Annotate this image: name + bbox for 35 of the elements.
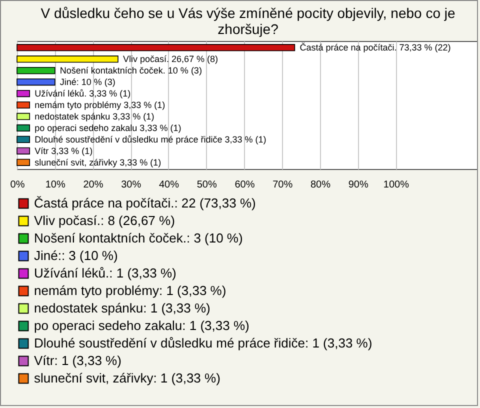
x-tick-label: 90% [348, 180, 368, 190]
data-label: Jiné: 10 % (3) [60, 77, 116, 88]
legend-label: Dlouhé soustředění v důsledku mé práce řidiče: 1 (3,33 %) [34, 336, 372, 350]
legend-label: Nošení kontaktních čoček.: 3 (10 %) [34, 230, 243, 246]
legend-label: nemám tyto problémy: 1 (3,33 %) [34, 283, 226, 298]
legend-label: Vliv počasí.: 8 (26,67 %) [34, 213, 175, 228]
data-label: Vítr 3,33 % (1) [34, 146, 93, 156]
data-label: Nošení kontaktních čoček. 10 % (3) [60, 66, 202, 76]
legend-label: Častá práce na počítači.: 22 (73,33 %) [34, 196, 256, 210]
x-tick-label: 30% [121, 180, 142, 190]
legend-label: Užívání léků.: 1 (3,33 %) [34, 266, 176, 280]
legend-label: Vítr: 1 (3,33 %) [34, 353, 122, 368]
x-tick-label: 40% [158, 180, 180, 190]
x-tick-label: 60% [234, 180, 255, 190]
legend-label: Jiné:: 3 (10 %) [34, 248, 118, 263]
text: V důsledku čeho se u Vás výše zmíněné pocity objevily, nebo co je [40, 5, 456, 21]
legend-label: po operaci sedeho zakalu: 1 (3,33 %) [34, 318, 250, 333]
x-tick-label: 10% [45, 180, 66, 190]
text: zhoršuje? [218, 21, 278, 37]
x-tick-label: 20% [83, 180, 104, 190]
x-tick-label: 80% [310, 180, 331, 190]
data-label: po operaci sedeho zakalu 3,33 % (1) [34, 122, 182, 133]
data-label: nemám tyto problémy 3,33 % (1) [34, 100, 166, 110]
legend-label: nedostatek spánku: 1 (3,33 %) [34, 300, 210, 316]
data-label: sluneční svit, zářivky 3,33 % (1) [34, 157, 162, 168]
x-tick-label: 50% [196, 180, 217, 190]
x-tick-label: 100% [383, 180, 410, 190]
x-tick-label: 0% [10, 180, 25, 190]
data-label: Užívání léků. 3,33 % (1) [34, 88, 131, 99]
legend-label: sluneční svit, zářivky: 1 (3,33 %) [34, 370, 220, 386]
data-label: nedostatek spánku 3,33 % (1) [34, 111, 154, 122]
data-label: Vliv počasí. 26,67 % (8) [122, 54, 218, 64]
data-label: Dlouhé soustředění v důsledku mé práce řidiče 3,33 % (1) [34, 134, 266, 144]
data-label: Častá práce na počítači. 73,33 % (22) [300, 42, 451, 53]
x-tick-label: 70% [272, 180, 293, 190]
